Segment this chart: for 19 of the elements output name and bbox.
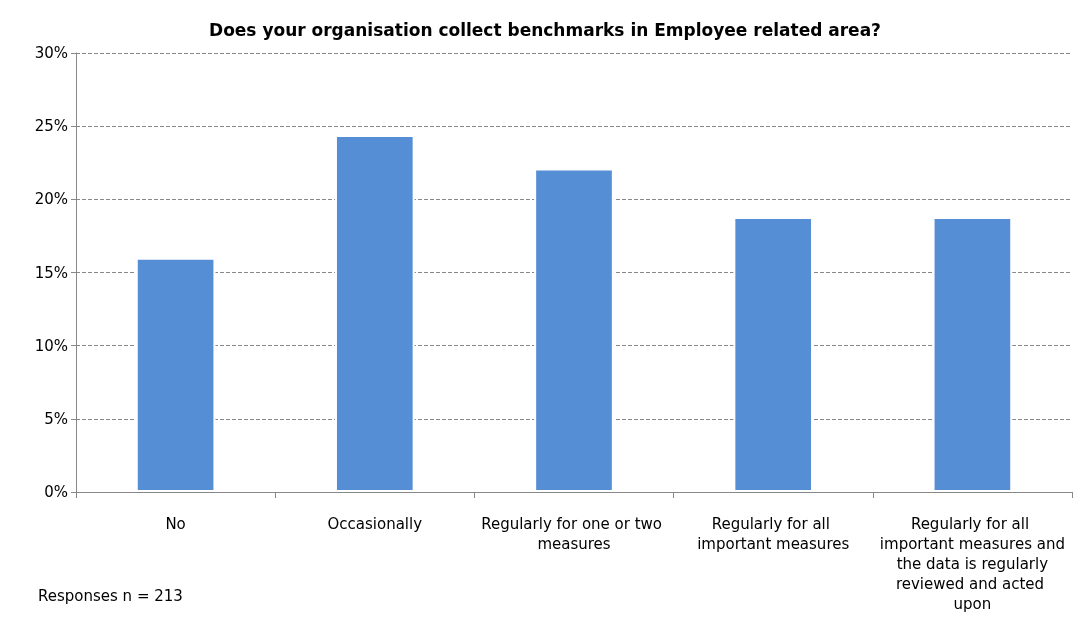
y-tick-label: 10% [34,336,68,355]
y-tick-label: 30% [34,44,68,62]
chart-title: Does your organisation collect benchmarks in Employee related area? [209,19,881,40]
y-tick-label: 0% [44,483,68,501]
bar [932,216,1013,492]
y-tick-label: 25% [34,117,68,136]
bar [534,168,614,492]
x-tick-label: Regularly for all important measures and the data is regularly reviewed and acted upon [879,515,1065,613]
x-tick-label: No [165,515,186,533]
y-tick-label: 15% [34,263,68,282]
y-tick-label: 5% [44,409,68,428]
bar [733,216,814,492]
x-tick-label: Regularly for one or two measures [481,515,667,553]
bar [135,257,216,492]
bar [334,134,415,492]
x-tick-label: Regularly for all important measures [697,515,850,553]
y-tick-label: 20% [34,190,68,209]
text: Responses n = 213 [38,586,183,605]
x-tick-label: Occasionally [327,515,423,533]
